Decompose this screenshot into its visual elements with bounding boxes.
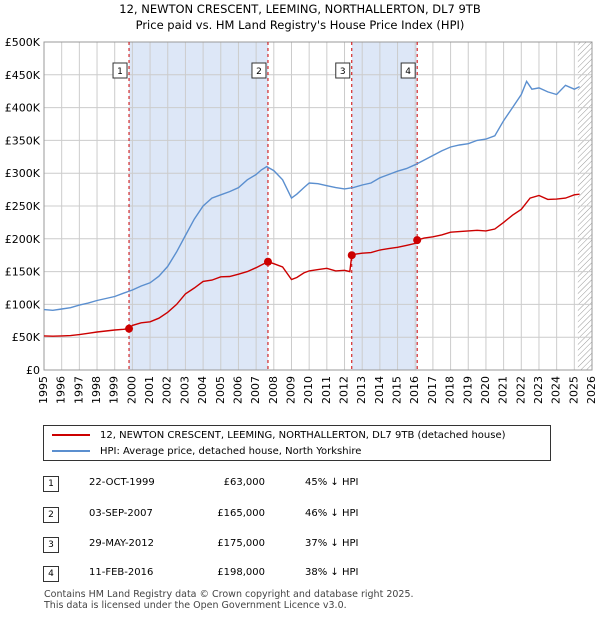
x-tick-label: 2018 bbox=[444, 376, 457, 404]
x-tick-label: 2020 bbox=[479, 376, 492, 404]
sale-price: £63,000 bbox=[223, 477, 265, 488]
x-tick-label: 2022 bbox=[514, 376, 527, 404]
legend-label-hpi: HPI: Average price, detached house, Nort… bbox=[100, 446, 362, 457]
sale-point-1 bbox=[125, 324, 134, 333]
y-tick-label: £150K bbox=[5, 266, 41, 279]
x-tick-label: 2005 bbox=[214, 376, 227, 404]
sale-date: 11-FEB-2016 bbox=[89, 567, 154, 578]
plot-frame bbox=[43, 41, 593, 371]
sale-number-badge: 2 bbox=[43, 507, 59, 523]
chart-legend: 12, NEWTON CRESCENT, LEEMING, NORTHALLER… bbox=[43, 425, 551, 461]
y-tick-label: £450K bbox=[5, 69, 41, 82]
x-tick-label: 2012 bbox=[338, 376, 351, 404]
price-chart: £0 £50K £100K £150K £200K £250K £300K £350K £400… bbox=[5, 36, 598, 404]
x-tick-label: 2014 bbox=[373, 376, 386, 404]
sale-point-2 bbox=[263, 257, 272, 266]
legend-item-hpi: HPI: Average price, detached house, Nort… bbox=[52, 445, 361, 459]
sale-price: £198,000 bbox=[217, 567, 265, 578]
x-tick-label: 2000 bbox=[125, 376, 138, 404]
x-tick-label: 2026 bbox=[585, 376, 598, 404]
legend-label-property: 12, NEWTON CRESCENT, LEEMING, NORTHALLER… bbox=[100, 430, 506, 441]
x-tick-label: 1999 bbox=[108, 376, 121, 404]
footer-license: This data is licensed under the Open Gov… bbox=[44, 600, 347, 611]
y-tick-label: £400K bbox=[5, 102, 41, 115]
sale-date: 29-MAY-2012 bbox=[89, 538, 155, 549]
sale-marker-label-2: 2 bbox=[256, 67, 262, 77]
sale-marker-box-4 bbox=[400, 62, 416, 79]
sale-marker-box-1 bbox=[112, 62, 128, 79]
legend-swatch-property bbox=[52, 434, 90, 436]
x-tick-label: 2017 bbox=[426, 376, 439, 404]
chart-subtitle: Price paid vs. HM Land Registry's House … bbox=[135, 18, 465, 32]
x-tick-label: 2025 bbox=[567, 376, 580, 404]
x-tick-label: 1998 bbox=[90, 376, 103, 404]
x-tick-label: 2001 bbox=[143, 376, 156, 404]
x-tick-label: 2019 bbox=[461, 376, 474, 404]
x-tick-label: 2011 bbox=[320, 376, 333, 404]
x-tick-label: 2021 bbox=[497, 376, 510, 404]
sale-number-badge: 4 bbox=[43, 566, 59, 582]
x-tick-label: 2015 bbox=[391, 376, 404, 404]
x-tick-label: 1996 bbox=[55, 376, 68, 404]
series-line-hpi bbox=[43, 79, 580, 312]
x-tick-label: 1997 bbox=[72, 376, 85, 404]
y-tick-label: £100K bbox=[5, 298, 41, 311]
x-tick-label: 2006 bbox=[231, 376, 244, 404]
y-tick-label: £500K bbox=[5, 36, 41, 49]
y-tick-label: £300K bbox=[5, 167, 41, 180]
x-tick-label: 2009 bbox=[284, 376, 297, 404]
x-tick-label: 2003 bbox=[178, 376, 191, 404]
sale-hpi-diff: 37% ↓ HPI bbox=[305, 538, 359, 549]
sale-marker-box-3 bbox=[335, 62, 351, 79]
sale-hpi-diff: 38% ↓ HPI bbox=[305, 567, 359, 578]
sale-number-badge: 1 bbox=[43, 476, 59, 492]
sale-date: 22-OCT-1999 bbox=[89, 477, 155, 488]
chart-title: 12, NEWTON CRESCENT, LEEMING, NORTHALLER… bbox=[119, 2, 481, 16]
x-tick-label: 2007 bbox=[249, 376, 262, 404]
sale-marker-box-2 bbox=[251, 62, 267, 79]
sale-date: 03-SEP-2007 bbox=[89, 508, 153, 519]
x-tick-label: 1995 bbox=[37, 376, 50, 404]
sale-marker-label-1: 1 bbox=[117, 67, 123, 77]
x-tick-label: 2023 bbox=[532, 376, 545, 404]
footer-copyright: Contains HM Land Registry data © Crown c… bbox=[44, 589, 414, 600]
y-tick-label: £50K bbox=[12, 331, 41, 344]
sale-point-3 bbox=[347, 251, 356, 260]
x-tick-label: 2004 bbox=[196, 376, 209, 404]
legend-swatch-hpi bbox=[52, 450, 90, 452]
y-tick-label: £200K bbox=[5, 233, 41, 246]
x-tick-label: 2013 bbox=[355, 376, 368, 404]
x-tick-label: 2016 bbox=[408, 376, 421, 404]
sale-hpi-diff: 45% ↓ HPI bbox=[305, 477, 359, 488]
x-tick-label: 2010 bbox=[302, 376, 315, 404]
sale-number-badge: 3 bbox=[43, 537, 59, 553]
y-tick-label: £250K bbox=[5, 200, 41, 213]
sale-price: £175,000 bbox=[217, 538, 265, 549]
x-tick-label: 2008 bbox=[267, 376, 280, 404]
legend-item-property: 12, NEWTON CRESCENT, LEEMING, NORTHALLER… bbox=[52, 429, 506, 443]
sale-marker-label-4: 4 bbox=[405, 67, 411, 77]
y-tick-label: £350K bbox=[5, 134, 41, 147]
sale-marker-label-3: 3 bbox=[340, 67, 346, 77]
sale-price: £165,000 bbox=[217, 508, 265, 519]
x-tick-label: 2002 bbox=[161, 376, 174, 404]
x-tick-label: 2024 bbox=[550, 376, 563, 404]
sale-point-4 bbox=[413, 236, 422, 245]
sale-hpi-diff: 46% ↓ HPI bbox=[305, 508, 359, 519]
series-line-property bbox=[43, 193, 580, 337]
y-tick-label: £0 bbox=[26, 364, 40, 377]
